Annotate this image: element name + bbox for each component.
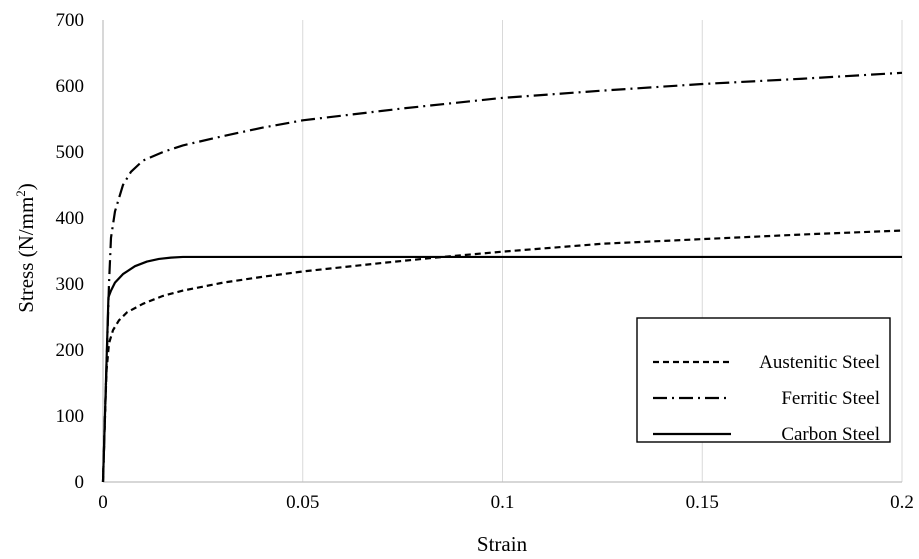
legend-label-carbon-steel: Carbon Steel: [781, 424, 880, 445]
y-tick-label: 700: [56, 10, 85, 31]
series-line-ferritic-steel: [101, 71, 903, 483]
y-tick-label: 0: [75, 472, 85, 493]
x-axis-title: Strain: [477, 532, 528, 556]
y-tick-label: 600: [56, 76, 85, 97]
x-tick-label: 0.15: [686, 492, 719, 513]
legend-entries: Austenitic Steel Ferritic Steel Carbon Ste…: [653, 352, 880, 445]
x-tick-label: 0.2: [890, 492, 914, 513]
y-axis-title: Stress (N/mm2): [13, 183, 38, 313]
series-line-carbon-steel: [101, 255, 902, 483]
y-axis-title-suffix: ): [14, 183, 38, 190]
legend-box: [636, 317, 891, 443]
legend: Austenitic Steel Ferritic Steel Carbon Ste…: [636, 317, 891, 445]
x-tick-labels: 0 0.05 0.1 0.15 0.2: [98, 492, 914, 513]
series-lines: [101, 71, 903, 483]
y-tick-label: 100: [56, 406, 85, 427]
y-tick-label: 400: [56, 208, 85, 229]
x-tick-label: 0.05: [286, 492, 319, 513]
legend-label-austenitic-steel: Austenitic Steel: [759, 352, 880, 373]
y-axis-title-main: Stress (N/mm: [14, 197, 38, 313]
y-tick-label: 300: [56, 274, 85, 295]
legend-label-ferritic-steel: Ferritic Steel: [781, 388, 880, 409]
y-axis-title-superscript: 2: [13, 190, 28, 197]
x-tick-label: 0.1: [491, 492, 515, 513]
axes: [102, 20, 902, 483]
y-tick-label: 200: [56, 340, 85, 361]
x-tick-label: 0: [98, 492, 108, 513]
y-tick-labels: 0 100 200 300 400 500 600 700: [56, 10, 85, 493]
y-tick-label: 500: [56, 142, 85, 163]
